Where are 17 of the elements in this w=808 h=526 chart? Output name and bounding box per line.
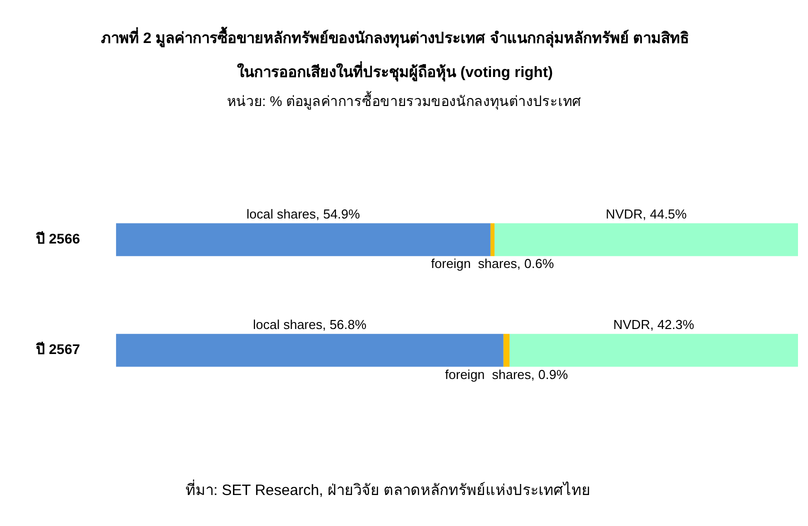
y-tick-label: ปี 2566: [34, 230, 80, 247]
data-label: NVDR, 42.3%: [613, 316, 695, 332]
y-tick-label: ปี 2567: [34, 341, 80, 358]
bar: [494, 223, 798, 256]
text: ที่มา: SET Research, ฝ่ายวิจัย ตลาดหลักทรัพย์แห่งประเทศไทย: [184, 478, 592, 501]
bar: [116, 334, 504, 367]
chart-title: ภาพที่ 2 มูลค่าการซื้อขายหลักทรัพย์ของนักลงทุนต่างประเทศ จำแนกกลุ่มหลักทรัพย์ ตามสิทธิในการออกเสียงในที่ประชุมผู้ถือหุ้น (voting right): [100, 26, 690, 84]
bar: [510, 334, 798, 367]
chart-subtitle: หน่วย: % ต่อมูลค่าการซื้อขายรวมของนักลงทุนต่างประเทศ: [226, 90, 582, 112]
data-label: foreign shares, 0.9%: [445, 366, 568, 382]
bar: [503, 334, 510, 367]
bar: [490, 223, 495, 256]
data-label: local shares, 56.8%: [252, 316, 367, 332]
data-label: local shares, 54.9%: [246, 206, 360, 222]
bar: [116, 223, 490, 256]
data-label: foreign shares, 0.6%: [431, 256, 554, 272]
data-label: NVDR, 44.5%: [606, 206, 688, 222]
